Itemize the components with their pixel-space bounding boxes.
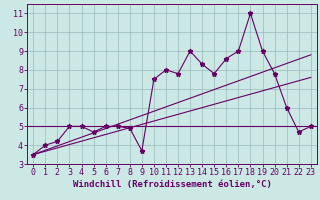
X-axis label: Windchill (Refroidissement éolien,°C): Windchill (Refroidissement éolien,°C) — [73, 180, 271, 189]
